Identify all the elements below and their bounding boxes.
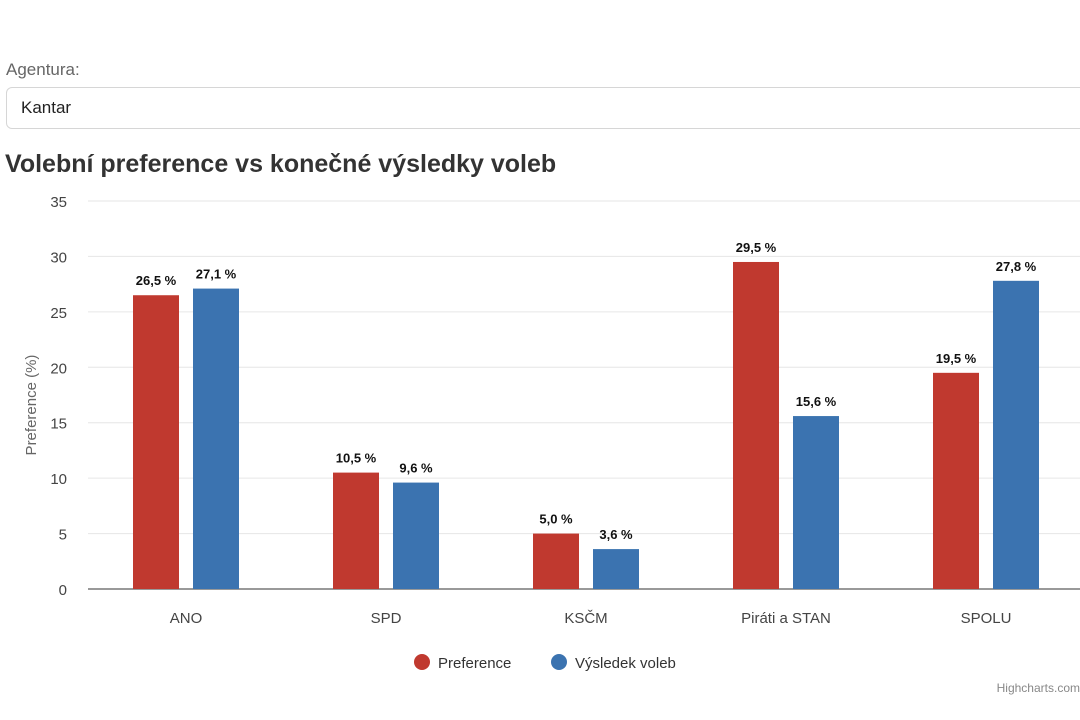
agency-select[interactable]: Kantar	[6, 87, 1080, 129]
data-label: 19,5 %	[936, 351, 977, 366]
bar-preference	[533, 533, 579, 589]
legend-label: Preference	[438, 655, 511, 672]
legend-marker	[414, 654, 430, 670]
y-tick-label: 10	[50, 471, 67, 488]
y-axis-title: Preference (%)	[23, 355, 40, 456]
y-tick-label: 5	[59, 527, 67, 544]
x-axis-ticks: ANO SPD KSČM Piráti a STAN SPOLU	[170, 610, 1012, 627]
x-tick-label: SPD	[371, 610, 402, 627]
agency-select-value: Kantar	[21, 98, 72, 117]
grid-lines	[88, 200, 1080, 590]
legend-item-preference[interactable]: Preference	[414, 654, 511, 672]
data-label: 10,5 %	[336, 451, 377, 466]
data-label: 27,8 %	[996, 259, 1037, 274]
data-label: 3,6 %	[599, 527, 633, 542]
bar-result	[593, 549, 639, 589]
legend-item-result[interactable]: Výsledek voleb	[551, 654, 676, 672]
bar-preference	[333, 472, 379, 589]
credits-link[interactable]: Highcharts.com	[996, 681, 1080, 695]
data-label: 27,1 %	[196, 267, 237, 282]
data-label: 15,6 %	[796, 394, 837, 409]
y-tick-label: 35	[50, 194, 67, 211]
y-tick-label: 0	[59, 582, 67, 599]
agency-label: Agentura:	[6, 60, 80, 79]
x-tick-label: SPOLU	[961, 610, 1012, 627]
legend: Preference Výsledek voleb	[414, 654, 676, 672]
x-tick-label: ANO	[170, 610, 203, 627]
data-label: 5,0 %	[539, 512, 573, 527]
data-labels: 26,5 % 27,1 % 10,5 % 9,6 % 5,0 % 3,6 % 29,5 % 1…	[136, 240, 1037, 542]
x-tick-label: Piráti a STAN	[741, 610, 831, 627]
data-label: 26,5 %	[136, 273, 177, 288]
bar-preference	[933, 372, 979, 589]
bar-result	[793, 416, 839, 589]
y-tick-label: 15	[50, 416, 67, 433]
legend-marker	[551, 654, 567, 670]
bar-preference	[133, 295, 179, 589]
data-label: 29,5 %	[736, 240, 777, 255]
bar-preference	[733, 261, 779, 589]
bar-result	[393, 482, 439, 589]
chart-title: Volební preference vs konečné výsledky v…	[5, 150, 557, 178]
y-tick-label: 20	[50, 360, 67, 377]
y-tick-label: 30	[50, 249, 67, 266]
y-axis-ticks: 0 5 10 15 20 25 30 35	[50, 194, 67, 599]
y-tick-label: 25	[50, 305, 67, 322]
legend-label: Výsledek voleb	[575, 655, 676, 672]
bar-result	[993, 280, 1039, 589]
x-tick-label: KSČM	[564, 610, 607, 627]
data-label: 9,6 %	[399, 461, 433, 476]
bars	[133, 261, 1039, 589]
bar-result	[193, 288, 239, 589]
